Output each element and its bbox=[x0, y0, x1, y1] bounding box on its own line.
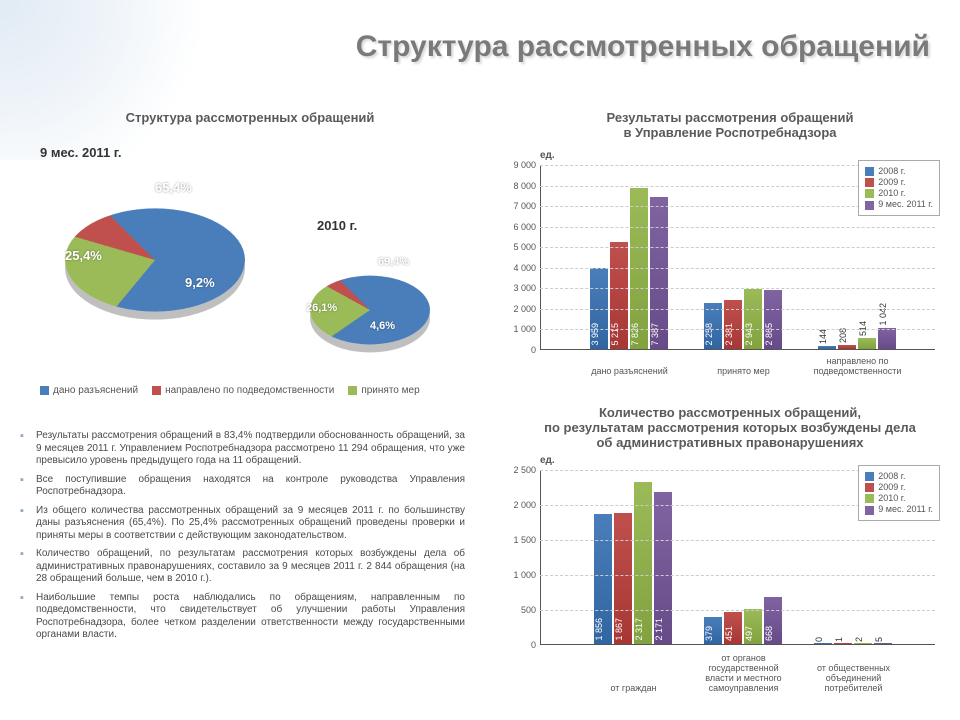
pie-legend-item: принято мер bbox=[348, 385, 419, 396]
bar: 451 bbox=[724, 612, 742, 644]
legend-item: 2008 г. bbox=[865, 166, 933, 176]
bar2-title: Количество рассмотренных обращений,по ре… bbox=[520, 405, 940, 450]
bullet-item: Наибольшие темпы роста наблюдались по об… bbox=[20, 592, 465, 642]
bar: 208 bbox=[838, 345, 856, 349]
bar-chart-results: дано разъяснений3 9595 2157 8267 387прин… bbox=[500, 160, 940, 390]
pie-slice-label: 26,1% bbox=[306, 302, 337, 314]
category-label: направлено поподведомственности bbox=[808, 357, 908, 377]
bar: 5 bbox=[874, 643, 892, 644]
bullet-list: Результаты рассмотрения обращений в 83,4… bbox=[20, 430, 465, 648]
bar: 1 867 bbox=[614, 513, 632, 644]
category-label: от общественныхобъединенийпотребителей bbox=[804, 664, 904, 694]
bar: 5 215 bbox=[610, 242, 628, 349]
pies-title: Структура рассмотренных обращений bbox=[110, 110, 390, 125]
bullet-item: Результаты рассмотрения обращений в 83,4… bbox=[20, 430, 465, 468]
legend-item: 2010 г. bbox=[865, 188, 933, 198]
pie-chart-2011: 65,4% 25,4% 9,2% bbox=[55, 160, 255, 330]
legend-item: 9 мес. 2011 г. bbox=[865, 504, 933, 514]
bg-decoration bbox=[0, 0, 200, 160]
pie-legend-item: направлено по подведомственности bbox=[152, 385, 334, 396]
legend-item: 2009 г. bbox=[865, 177, 933, 187]
y-tick: 7 000 bbox=[500, 201, 536, 211]
y-tick: 5 000 bbox=[500, 242, 536, 252]
bar: 7 387 bbox=[650, 197, 668, 349]
pie-slice-label: 4,6% bbox=[370, 320, 395, 332]
category-label: принято мер bbox=[694, 367, 794, 377]
pie-chart-2010: 69,4% 26,1% 4,6% bbox=[300, 240, 450, 360]
bar-chart-cases: от граждан 1 8561 8672 3172 171 от органов… bbox=[500, 465, 940, 700]
bar: 2 865 bbox=[764, 290, 782, 349]
bar: 2 317 bbox=[634, 482, 652, 644]
bar: 144 bbox=[818, 346, 836, 349]
category-label: дано разъяснений bbox=[580, 367, 680, 377]
bullet-item: Из общего количества рассмотренных обращ… bbox=[20, 505, 465, 543]
legend-item: 2010 г. bbox=[865, 493, 933, 503]
legend-item: 2009 г. bbox=[865, 482, 933, 492]
pie-slice-label: 25,4% bbox=[65, 248, 102, 263]
y-tick: 500 bbox=[500, 605, 536, 615]
legend-item: 2008 г. bbox=[865, 471, 933, 481]
y-tick: 2 500 bbox=[500, 465, 536, 475]
pie-left-period: 9 мес. 2011 г. bbox=[40, 145, 122, 160]
bar: 2 bbox=[854, 643, 872, 644]
bar: 1 bbox=[834, 643, 852, 644]
page-title: Структура рассмотренных обращений bbox=[356, 30, 930, 64]
y-tick: 0 bbox=[500, 640, 536, 650]
y-tick: 9 000 bbox=[500, 160, 536, 170]
bullet-item: Все поступившие обращения находятся на к… bbox=[20, 474, 465, 499]
pie-legend-item: дано разъяснений bbox=[40, 385, 138, 396]
bar: 514 bbox=[858, 338, 876, 349]
bar: 1 042 bbox=[878, 328, 896, 349]
bar: 2 943 bbox=[744, 289, 762, 349]
bullet-item: Количество обращений, по результатам рас… bbox=[20, 548, 465, 586]
category-label: от граждан bbox=[584, 684, 684, 694]
bar1-title: Результаты рассмотрения обращенийв Управ… bbox=[540, 110, 920, 140]
y-tick: 6 000 bbox=[500, 222, 536, 232]
y-tick: 1 000 bbox=[500, 324, 536, 334]
pie-legend: дано разъяснений направлено по подведомст… bbox=[40, 385, 460, 396]
y-tick: 2 000 bbox=[500, 500, 536, 510]
pie-right-period: 2010 г. bbox=[317, 218, 357, 233]
y-tick: 1 500 bbox=[500, 535, 536, 545]
pie-slice-label: 65,4% bbox=[155, 180, 192, 195]
y-tick: 0 bbox=[500, 345, 536, 355]
y-tick: 2 000 bbox=[500, 304, 536, 314]
y-tick: 4 000 bbox=[500, 263, 536, 273]
bar: 0 bbox=[814, 643, 832, 644]
chart-legend: 2008 г.2009 г.2010 г.9 мес. 2011 г. bbox=[858, 160, 940, 216]
bar: 2 381 bbox=[724, 300, 742, 349]
category-label: от органовгосударственнойвласти и местно… bbox=[694, 654, 794, 694]
bar: 1 856 bbox=[594, 514, 612, 644]
y-tick: 8 000 bbox=[500, 181, 536, 191]
y-tick: 3 000 bbox=[500, 283, 536, 293]
bar: 2 171 bbox=[654, 492, 672, 644]
pie-slice-label: 69,4% bbox=[378, 256, 409, 268]
y-tick: 1 000 bbox=[500, 570, 536, 580]
bar: 668 bbox=[764, 597, 782, 644]
legend-item: 9 мес. 2011 г. bbox=[865, 199, 933, 209]
bar: 497 bbox=[744, 609, 762, 644]
bar: 379 bbox=[704, 617, 722, 644]
chart-legend: 2008 г.2009 г.2010 г.9 мес. 2011 г. bbox=[858, 465, 940, 521]
pie-slice-label: 9,2% bbox=[185, 275, 215, 290]
